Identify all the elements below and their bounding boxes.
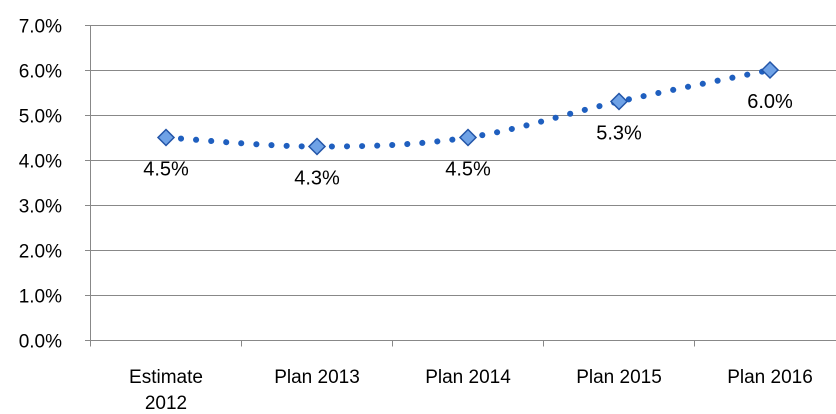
data-label: 5.3%: [596, 123, 642, 145]
x-tick-label: Plan 2014: [425, 367, 511, 388]
x-tick-label: Plan 2015: [576, 367, 662, 388]
gridlines: [90, 25, 836, 296]
data-markers: [156, 60, 780, 156]
data-point-marker: [609, 92, 629, 111]
data-point-marker: [156, 128, 176, 147]
data-label: 6.0%: [747, 91, 793, 113]
x-tick-label: Estimate: [129, 367, 203, 388]
y-tick-label: 7.0%: [19, 17, 62, 38]
x-tick-label: Plan 2013: [274, 367, 360, 388]
x-axis-tick-labels: Estimate 2012 Plan 2013 Plan 2014 Plan 2015 P…: [129, 367, 813, 414]
y-tick-label: 3.0%: [19, 197, 62, 218]
y-tick-label: 1.0%: [19, 287, 62, 308]
data-label: 4.5%: [143, 159, 189, 181]
x-tick-label: 2012: [145, 393, 187, 414]
data-label: 4.3%: [294, 168, 340, 190]
y-tick-label: 2.0%: [19, 242, 62, 263]
data-label: 4.5%: [445, 159, 491, 181]
data-point-marker: [307, 137, 327, 156]
data-point-marker: [760, 60, 780, 80]
data-point-marker: [458, 128, 478, 147]
y-tick-label: 5.0%: [19, 107, 62, 128]
y-tick-label: 6.0%: [19, 62, 62, 83]
y-tick-label: 0.0%: [19, 332, 62, 353]
x-tick-label: Plan 2016: [727, 367, 813, 388]
axes: [85, 25, 836, 347]
y-axis-tick-labels: 0.0% 1.0% 2.0% 3.0% 4.0% 5.0% 6.0% 7.0%: [19, 17, 62, 353]
y-tick-label: 4.0%: [19, 152, 62, 173]
data-labels: 4.5% 4.3% 4.5% 5.3% 6.0%: [143, 91, 793, 190]
